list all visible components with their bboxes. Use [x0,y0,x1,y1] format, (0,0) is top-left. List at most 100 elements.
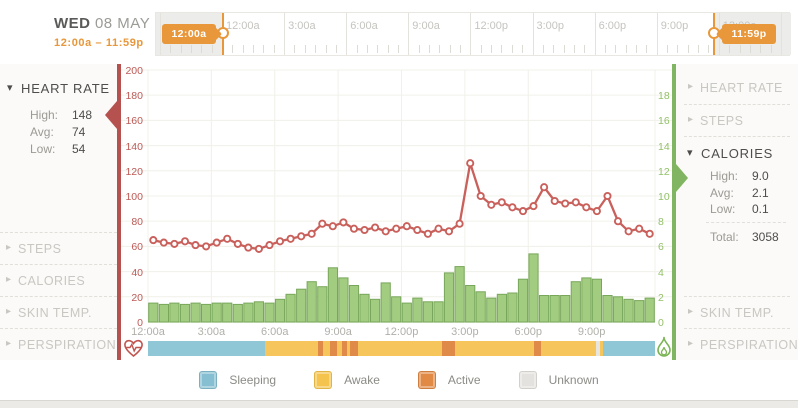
date-label: 08 MAY [94,15,151,32]
ruler-minor-tick [273,45,275,53]
left-sidebar: ▾ HEART RATE High: 148 Avg: 74 Low: 54 ▸… [0,64,117,360]
divider [684,136,790,138]
ruler-minor-tick [563,45,565,53]
chevron-right-icon: ▸ [688,338,694,349]
ruler-minor-tick [211,45,213,53]
x-axis-tick: 12:00p [384,326,419,338]
activity-segment-active [329,341,337,356]
activity-segment-awake [541,341,597,356]
ruler-minor-tick [687,45,689,53]
ruler-minor-tick [253,45,255,53]
right-axis-tick: 2 [658,291,664,304]
stat-value: 3058 [752,230,779,244]
legend-swatch-unknown [518,371,537,389]
left-axis-tick: 160 [125,115,143,128]
stat-value: 54 [72,142,86,156]
timeline-end-badge[interactable]: 11:59p [722,24,776,44]
activity-segment-awake [264,341,319,356]
right-axis-tick: 12 [658,165,670,178]
ruler-minor-tick [770,45,772,53]
ruler-minor-tick [315,45,317,53]
chevron-right-icon: ▸ [6,242,12,253]
ruler-minor-tick [480,45,482,53]
calories-bars [148,253,655,323]
heart-rate-avg: Avg: 74 [30,125,110,139]
sidebar-item-skin-temp[interactable]: ▸ SKIN TEMP. [0,296,117,329]
sidebar-item-steps[interactable]: ▸ STEPS [0,232,117,265]
ruler-minor-tick [698,45,700,53]
divider [706,222,786,224]
legend-label: Unknown [548,373,599,387]
right-axis-tick: 18 [658,90,670,103]
activity-segment-active [534,341,542,356]
left-axis-tick: 140 [125,140,143,153]
ruler-minor-tick [439,45,441,53]
activity-segment-active [442,341,456,356]
ruler-gridline [346,13,348,55]
left-axis-tick: 80 [131,216,143,229]
sidebar-item-label: PERSPIRATION [18,338,117,352]
sidebar-item-steps-right[interactable]: ▸ STEPS [684,104,790,137]
calories-accent-border [672,64,676,360]
top-bar: WED 08 MAY 12:00a – 11:59p 12:00a 3:00a 6:… [0,0,798,65]
left-axis-tick: 40 [131,266,143,279]
stat-value: 0.1 [752,202,769,216]
calories-high: High: 9.0 [710,169,790,183]
heart-rate-title: HEART RATE [21,81,110,96]
ruler-gridline [470,13,472,55]
activity-segment-sleeping [603,341,655,356]
legend-item-active: Active [417,371,481,389]
ruler-minor-tick [636,45,637,53]
sidebar-item-skin-temp-right[interactable]: ▸ SKIN TEMP. [684,296,790,329]
heart-rate-pointer-icon [105,101,117,129]
ruler-minor-tick [356,45,358,53]
activity-segment-awake [455,341,535,356]
legend-swatch-awake [314,371,333,389]
stat-label: High: [710,169,739,183]
timeline-slider[interactable]: 12:00a 3:00a 6:00a 9:00a 12:00p 3:00p 6:00p 9:0… [155,12,791,56]
activity-segment-sleeping [148,341,265,356]
x-axis-tick: 9:00p [577,326,606,338]
ruler-minor-tick [584,45,586,53]
sidebar-item-label: CALORIES [18,274,86,288]
right-axis-tick: 8 [658,216,664,229]
stat-label: Avg: [30,125,54,139]
chevron-right-icon: ▸ [688,306,694,317]
heart-rate-low: Low: 54 [30,142,110,156]
legend-item-unknown: Unknown [518,371,599,389]
activity-segment-awake [322,341,330,356]
chevron-right-icon: ▸ [6,274,12,285]
legend-swatch-active [417,371,436,389]
sidebar-item-perspiration-right[interactable]: ▸ PERSPIRATION [684,328,798,361]
calories-pointer-icon [676,164,688,192]
ruler-tick-label: 12:00a [226,20,260,32]
sidebar-item-heart-rate[interactable]: ▾ HEART RATE [0,81,117,97]
ruler-gridline [159,13,161,55]
sidebar-item-heart-rate-right[interactable]: ▸ HEART RATE [676,72,798,104]
ruler-minor-tick [604,45,606,53]
date-display: WED 08 MAY [54,15,150,33]
ruler-minor-tick [739,45,741,53]
right-axis-tick: 10 [658,190,670,203]
calories-total: Total: 3058 [710,230,794,244]
ruler-tick-label: 3:00a [288,20,316,32]
calories-avg: Avg: 2.1 [710,186,790,200]
ruler-minor-tick [366,45,368,53]
ruler-minor-tick [729,45,731,53]
x-axis-tick: 6:00p [514,326,543,338]
timeline-start-badge[interactable]: 12:00a [162,24,216,44]
sidebar-item-perspiration[interactable]: ▸ PERSPIRATION [0,328,117,360]
activity-segment-awake [358,341,443,356]
chevron-right-icon: ▸ [6,338,12,349]
sidebar-item-calories-right[interactable]: ▾ CALORIES [676,146,798,162]
activity-segment-awake [600,341,604,356]
legend-item-awake: Awake [314,371,380,389]
activity-band [148,341,655,356]
chevron-down-icon: ▾ [7,82,13,94]
chart-area: 0 20 40 60 80 100 120 140 160 180 200 0 2 4 6 8 10 12 14 16… [121,64,672,360]
heart-rate-calories-chart [121,69,672,323]
stat-label: Avg: [710,186,734,200]
sidebar-item-calories[interactable]: ▸ CALORIES [0,264,117,297]
ruler-minor-tick [501,45,503,53]
ruler-tick-label: 3:00p [536,20,565,32]
